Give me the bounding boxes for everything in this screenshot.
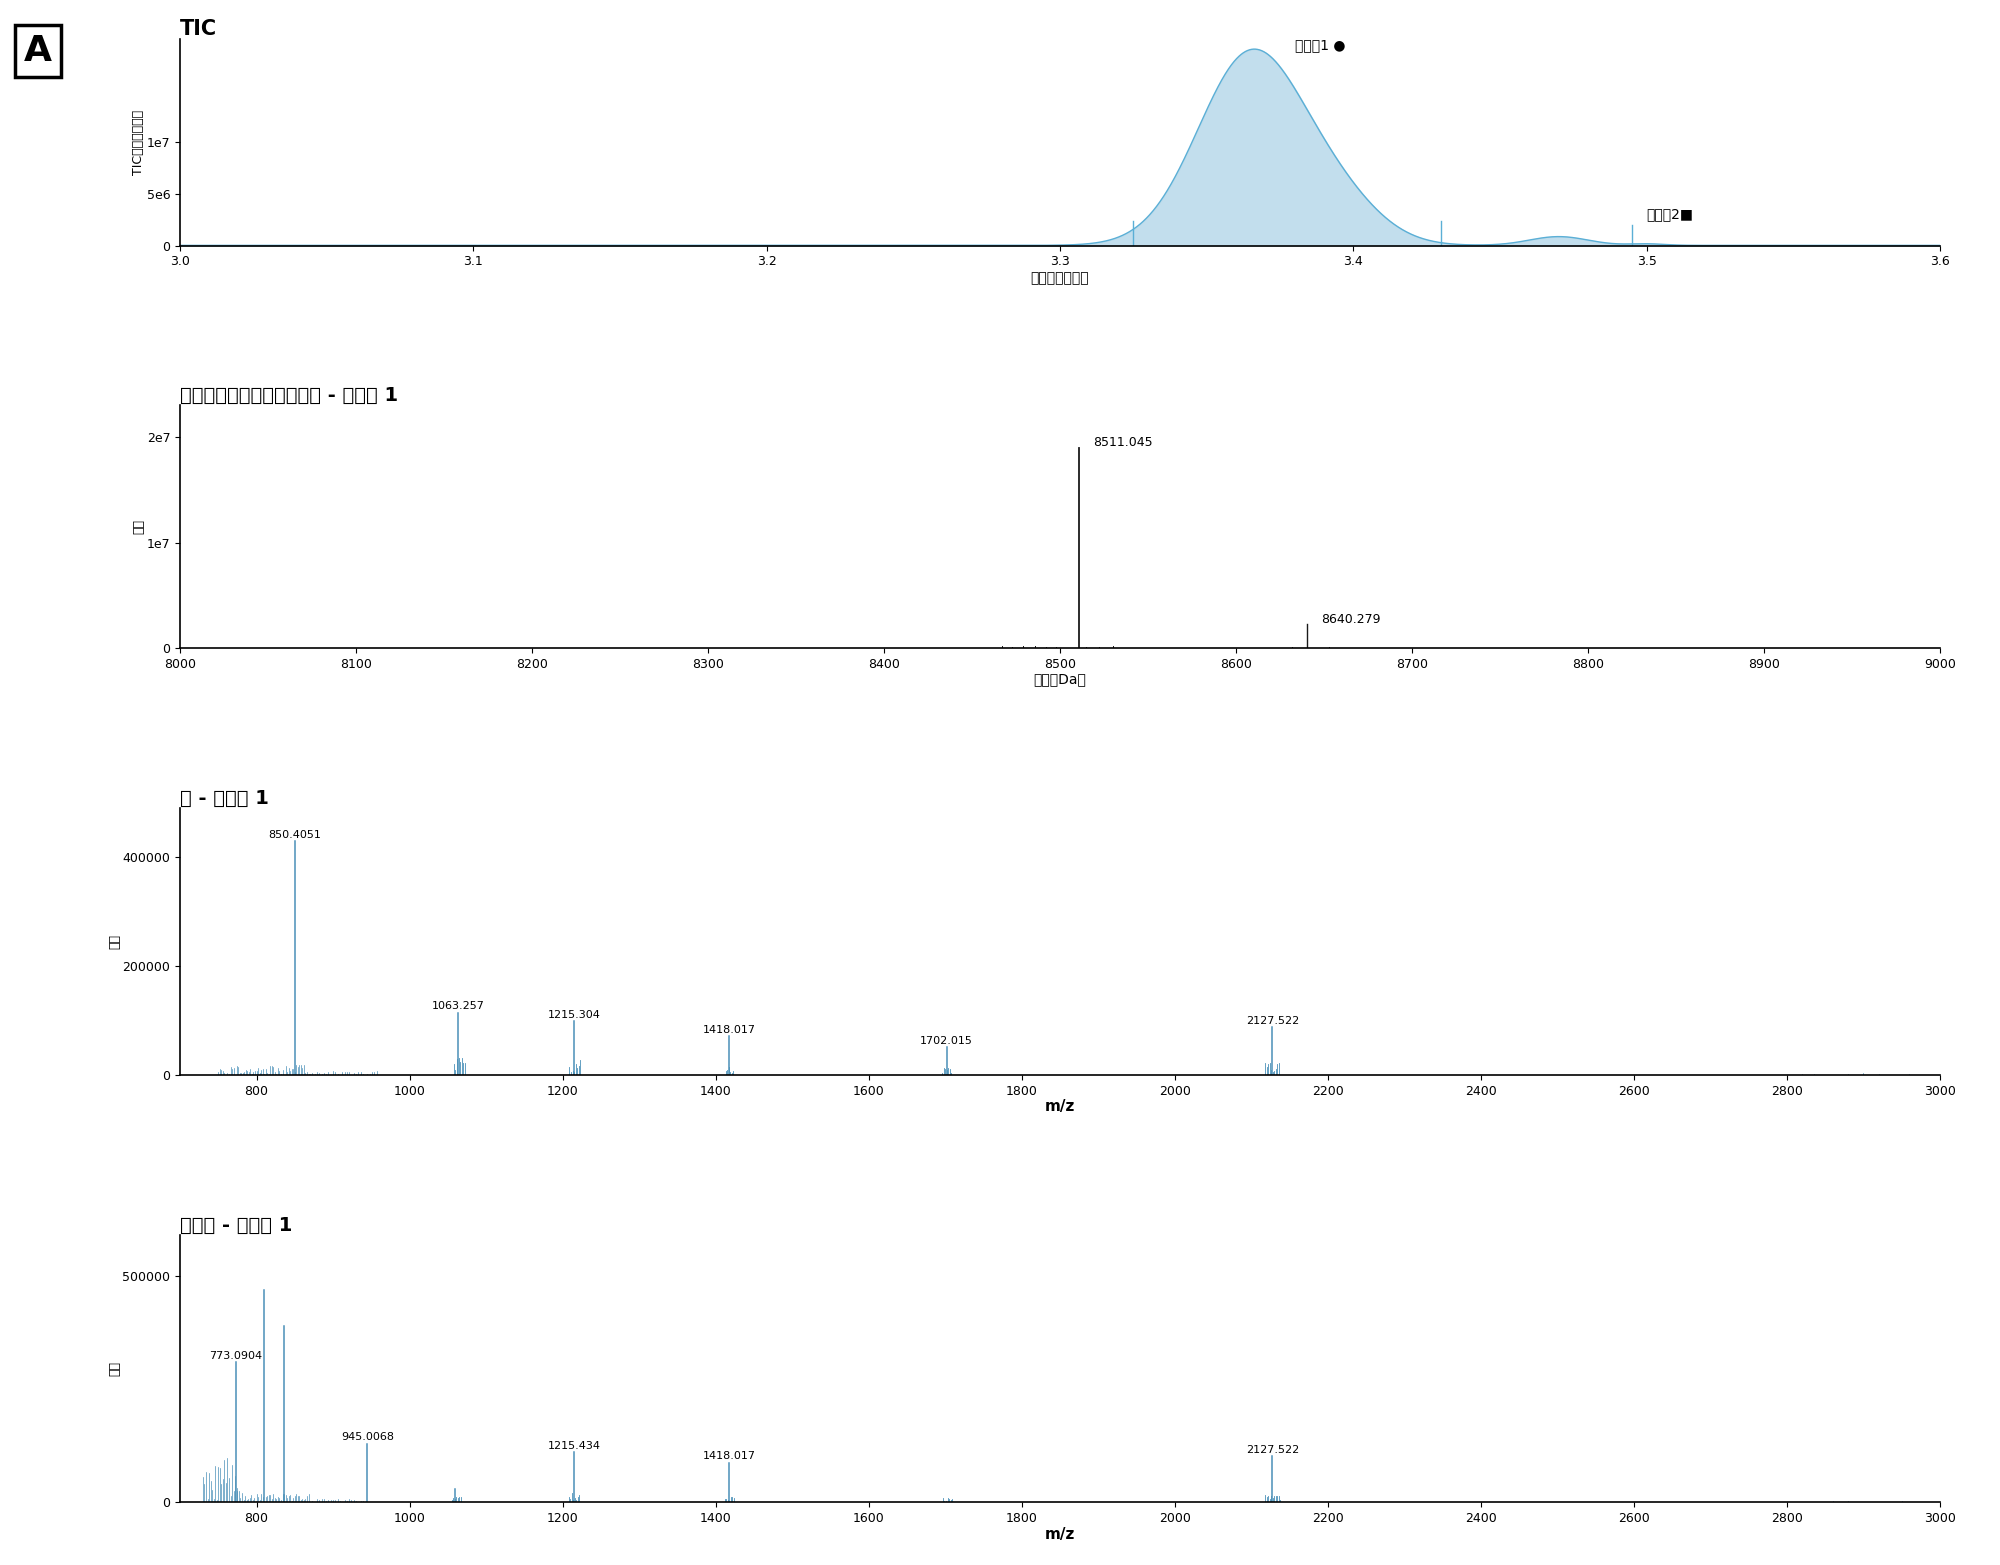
Text: A: A	[24, 34, 52, 69]
Text: 2127.522: 2127.522	[1246, 1016, 1298, 1027]
Text: 8640.279: 8640.279	[1320, 613, 1380, 626]
X-axis label: 質量（Da）: 質量（Da）	[1034, 673, 1086, 687]
Text: 1063.257: 1063.257	[432, 1002, 484, 1011]
Y-axis label: TIC（カウント）: TIC（カウント）	[132, 110, 146, 175]
Text: デコンボリューション済み - ピーク 1: デコンボリューション済み - ピーク 1	[180, 387, 398, 405]
Text: 1418.017: 1418.017	[702, 1025, 756, 1034]
X-axis label: m/z: m/z	[1044, 1526, 1076, 1542]
Text: 2127.522: 2127.522	[1246, 1444, 1298, 1454]
Text: 1215.434: 1215.434	[548, 1440, 600, 1451]
Text: 850.4051: 850.4051	[268, 829, 322, 840]
X-axis label: m/z: m/z	[1044, 1100, 1076, 1114]
Text: 1702.015: 1702.015	[920, 1036, 974, 1045]
X-axis label: 保持時間（分）: 保持時間（分）	[1030, 271, 1090, 285]
Text: TIC: TIC	[180, 19, 218, 39]
Text: 生 - ピーク 1: 生 - ピーク 1	[180, 789, 268, 808]
Y-axis label: 強度: 強度	[108, 934, 122, 950]
Text: モック - ピーク 1: モック - ピーク 1	[180, 1216, 292, 1235]
Text: 945.0068: 945.0068	[340, 1432, 394, 1443]
Text: 1215.304: 1215.304	[548, 1009, 600, 1019]
Text: 1418.017: 1418.017	[702, 1451, 756, 1462]
Text: ピーク1 ●: ピーク1 ●	[1294, 39, 1346, 53]
Text: 8511.045: 8511.045	[1094, 437, 1154, 449]
Y-axis label: 強度: 強度	[132, 520, 146, 534]
Text: 773.0904: 773.0904	[210, 1351, 262, 1362]
Text: ピーク2■: ピーク2■	[1646, 207, 1694, 221]
Y-axis label: 強度: 強度	[108, 1362, 120, 1376]
